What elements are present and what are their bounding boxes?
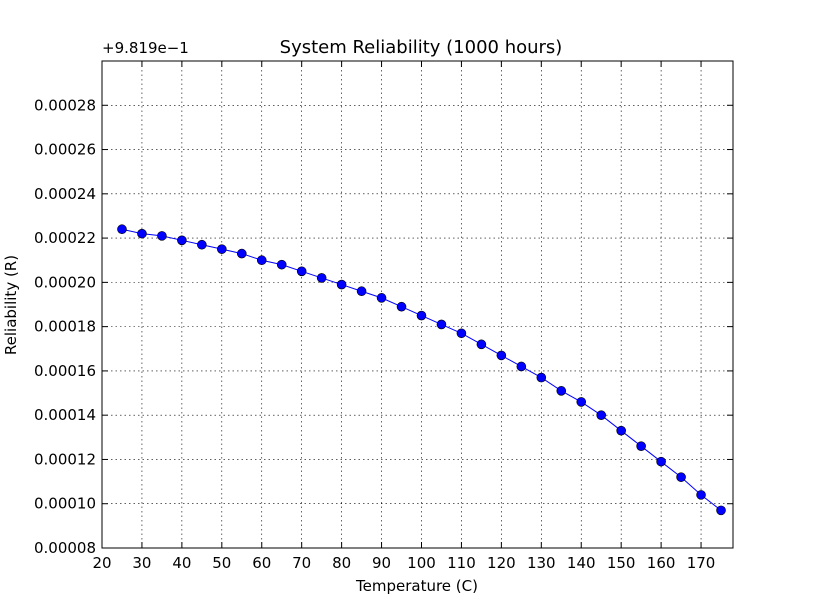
data-point [656,456,666,467]
data-point [576,397,587,407]
data-point [676,472,686,482]
data-point [496,350,507,361]
x-tick-label: 130 [527,554,556,572]
data-point [636,441,646,451]
y-tick-label: 0.00020 [34,273,96,291]
data-point [396,301,407,312]
data-point [536,372,547,383]
data-point [137,228,147,239]
x-tick-label: 150 [607,554,636,572]
data-point [556,386,567,396]
data-point [157,231,167,241]
x-tick-label: 160 [647,554,676,572]
data-point [476,339,487,350]
data-point [316,273,327,283]
x-tick-label: 80 [332,554,351,572]
data-point [456,328,467,339]
data-point [236,248,247,259]
x-tick-label: 110 [447,554,476,572]
data-series [117,224,726,516]
y-tick-label: 0.00022 [34,229,96,247]
x-tick-label: 90 [372,554,391,572]
x-axis-label: Temperature (C) [355,577,478,595]
x-tick-label: 70 [292,554,311,572]
data-point [436,319,447,330]
data-point [376,293,387,303]
y-tick-label: 0.00010 [34,495,96,513]
data-point [296,266,307,277]
y-tick-label: 0.00028 [34,96,96,114]
data-point [336,279,347,290]
y-tick-label: 0.00008 [34,539,96,557]
data-point [117,224,127,235]
x-tick-label: 140 [567,554,596,572]
data-point [416,310,427,321]
data-point [356,286,367,297]
y-tick-label: 0.00018 [34,318,96,336]
y-tick-label: 0.00016 [34,362,96,380]
data-point [696,490,706,500]
data-point [596,410,607,420]
data-point [616,425,626,436]
data-point [217,244,227,254]
y-tick-label: 0.00024 [34,185,96,203]
data-point [177,235,187,246]
data-point [197,239,207,250]
grid-lines [101,61,733,549]
data-point [516,361,527,372]
y-axis-offset-label: +9.819e−1 [102,39,189,57]
axis-ticks: 20 30 40 50 60 70 80 90 100 110 120 130 140 150 160 170… [34,61,733,572]
x-tick-label: 20 [92,554,111,572]
plot-area-frame [101,60,734,549]
y-tick-label: 0.00026 [34,141,96,159]
x-tick-label: 50 [212,554,231,572]
x-tick-label: 170 [687,554,716,572]
x-tick-label: 30 [132,554,151,572]
data-point [276,259,287,270]
y-axis-label: Reliability (R) [2,255,20,355]
chart-title: System Reliability (1000 hours) [280,37,563,58]
y-tick-label: 0.00012 [34,450,96,468]
x-tick-label: 100 [407,554,436,572]
x-tick-label: 60 [252,554,271,572]
x-tick-label: 40 [172,554,191,572]
y-tick-label: 0.00014 [34,406,96,424]
x-tick-label: 120 [487,554,516,572]
data-point [716,505,726,516]
data-point [256,255,267,266]
